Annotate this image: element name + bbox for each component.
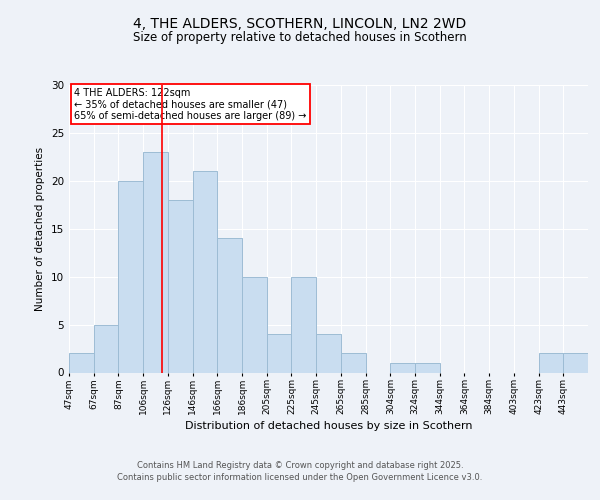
Bar (143, 152, 168, 372)
Bar (94, 324, 118, 372)
Text: Size of property relative to detached houses in Scothern: Size of property relative to detached ho… (133, 31, 467, 44)
Bar (242, 276, 267, 372)
Y-axis label: Number of detached properties: Number of detached properties (35, 146, 46, 311)
Bar (267, 334, 292, 372)
Bar (415, 363, 440, 372)
Bar (217, 238, 242, 372)
Text: 4 THE ALDERS: 122sqm
← 35% of detached houses are smaller (47)
65% of semi-detac: 4 THE ALDERS: 122sqm ← 35% of detached h… (74, 88, 307, 121)
Text: Contains HM Land Registry data © Crown copyright and database right 2025.: Contains HM Land Registry data © Crown c… (137, 461, 463, 470)
X-axis label: Distribution of detached houses by size in Scothern: Distribution of detached houses by size … (185, 422, 472, 432)
Text: 4, THE ALDERS, SCOTHERN, LINCOLN, LN2 2WD: 4, THE ALDERS, SCOTHERN, LINCOLN, LN2 2W… (133, 18, 467, 32)
Bar (316, 334, 341, 372)
Bar (341, 354, 365, 372)
Bar (539, 354, 563, 372)
Bar (118, 181, 143, 372)
Bar (563, 354, 588, 372)
Bar (193, 171, 217, 372)
Text: Contains public sector information licensed under the Open Government Licence v3: Contains public sector information licen… (118, 472, 482, 482)
Bar (168, 200, 193, 372)
Bar (69, 354, 94, 372)
Bar (292, 276, 316, 372)
Bar (390, 363, 415, 372)
